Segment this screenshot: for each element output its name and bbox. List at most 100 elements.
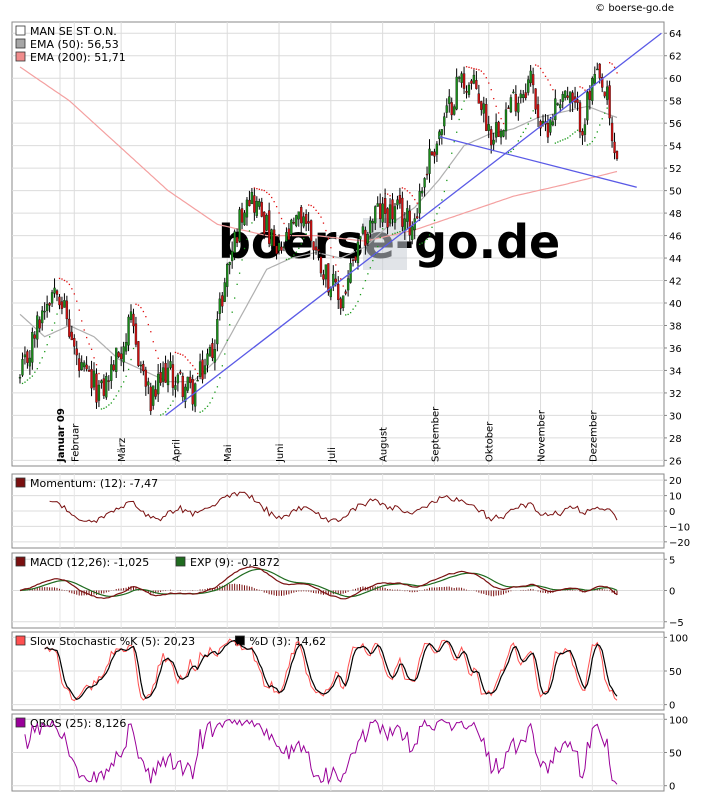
stochastic-y-tick-label: 0 [669,701,675,712]
sar-dot [266,191,268,194]
candle [38,316,41,333]
obos-y-tick-label: 0 [669,782,675,793]
candle [68,309,71,339]
sar-dot [419,243,421,245]
candle [356,232,360,270]
legend-label: %D (3): 14,62 [249,635,326,648]
candle [48,302,51,313]
sar-dot [273,201,275,203]
sar-dot [431,226,433,228]
sar-dot [53,322,56,324]
sar-dot [189,362,191,364]
sar-dot [285,258,288,261]
sar-dot [110,402,112,404]
candle [369,216,372,238]
sar-dot [502,122,505,125]
candle [110,356,113,389]
price-y-tick-label: 48 [669,209,682,220]
candle [245,197,249,226]
candle [206,348,209,373]
candle [470,79,473,90]
sar-dot [325,229,327,232]
legend: OBOS (25): 8,126 [15,717,126,730]
sar-dot [581,87,584,89]
candle [502,129,505,138]
candle [198,353,202,380]
sar-dot [201,410,204,412]
candle [450,97,453,120]
sar-dot [100,408,103,410]
sar-dot [359,293,362,296]
candle [58,294,61,310]
candle [393,203,397,230]
sar-dot [280,217,283,220]
candle [139,361,143,374]
candle [398,187,402,209]
x-tick-label: Februar [70,423,81,462]
candle [23,346,27,365]
candle [381,197,384,228]
sar-dot [21,382,24,385]
sar-dot [352,308,354,310]
sar-dot [61,278,63,280]
candle [462,66,466,95]
candle [396,195,399,210]
sar-dot [194,368,196,370]
sar-dot [507,151,510,154]
sar-dot [357,300,359,303]
legend-label: MAN SE ST O.N. [30,25,117,38]
candle [95,368,98,409]
candle [154,380,157,400]
candle [189,370,192,389]
sar-dot [216,386,219,388]
candle [605,80,609,105]
sar-dot [34,371,36,373]
candle [608,80,611,126]
sar-dot [601,118,603,120]
candle [507,105,510,109]
sar-dot [589,143,591,145]
candle [448,89,451,113]
candle [576,91,579,111]
candle [549,116,552,136]
sar-dot [115,395,117,397]
candle [416,207,419,220]
sar-dot [549,84,552,86]
candle [231,241,234,269]
candle [512,89,515,94]
sar-dot [199,411,201,413]
sar-dot [544,75,547,78]
candle [586,89,589,125]
candle [487,115,490,139]
candle [100,379,103,389]
candle [453,104,456,116]
price-y-tick-label: 42 [669,277,682,288]
candle [524,83,527,101]
candle [490,125,493,154]
candle [75,340,78,366]
sar-dot [470,67,473,69]
sar-dot [98,372,100,375]
candle [107,375,110,391]
sar-dot [441,199,443,201]
sar-dot [475,68,478,70]
legend-item: OBOS (25): 8,126 [15,717,126,730]
candle [105,372,108,400]
sar-dot [406,190,409,192]
candle [97,380,101,408]
sar-dot [465,66,468,68]
sar-dot [308,204,310,206]
sar-dot [46,344,48,346]
candle [203,358,207,379]
price-y-tick-label: 46 [669,232,682,243]
sar-dot [386,193,389,195]
candle [596,62,599,71]
candle [147,377,150,395]
candle [499,128,503,145]
candle [583,118,587,142]
stochastic-d-line [44,639,618,701]
sar-dot [145,316,147,318]
candle [142,360,145,376]
sar-dot [118,390,120,392]
sar-dot [473,67,475,70]
